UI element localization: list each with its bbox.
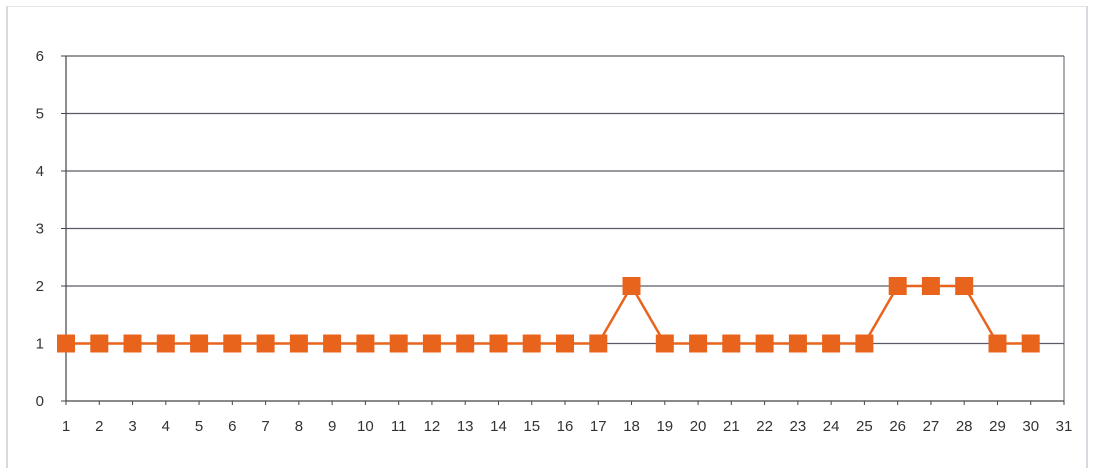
x-tick-label: 8 [295, 418, 303, 435]
x-tick-label: 6 [228, 418, 236, 435]
series-layer [57, 277, 1040, 353]
x-tick-label: 23 [790, 418, 807, 435]
y-tick-label: 1 [36, 336, 44, 353]
x-tick-label: 27 [923, 418, 940, 435]
y-tick-label: 5 [36, 106, 44, 123]
data-point [921, 277, 940, 295]
data-point [855, 334, 874, 353]
data-point [456, 334, 475, 353]
x-tick-label: 1 [62, 418, 70, 435]
x-tick-label: 15 [523, 418, 540, 435]
x-tick-label: 18 [623, 418, 640, 435]
data-point [556, 334, 574, 353]
gridlines [66, 55, 1064, 345]
series-line [66, 284, 1031, 345]
x-tick-label: 19 [656, 418, 673, 435]
data-point [1021, 334, 1040, 353]
data-point [289, 334, 308, 353]
data-point [522, 334, 541, 353]
x-tick-label: 22 [756, 418, 773, 435]
data-point [755, 334, 774, 353]
x-tick-label: 12 [424, 418, 441, 435]
x-tick-label: 9 [328, 418, 336, 435]
data-point [323, 334, 342, 353]
y-tick-label: 0 [36, 393, 44, 410]
y-tick-label: 3 [36, 221, 44, 238]
y-tick-label: 6 [36, 48, 44, 65]
x-tick-label: 3 [128, 418, 136, 435]
data-point [955, 277, 974, 295]
x-tick-label: 11 [391, 418, 407, 435]
x-tick-label: 21 [723, 418, 740, 435]
x-tick-label: 13 [457, 418, 474, 435]
data-point [722, 334, 741, 353]
x-tick-label: 2 [95, 418, 103, 435]
data-point [589, 334, 608, 353]
data-point [389, 334, 408, 353]
data-point [223, 334, 242, 353]
x-tick-label: 25 [856, 418, 873, 435]
y-tick-label: 4 [36, 163, 44, 180]
data-point [57, 334, 75, 353]
data-point [888, 277, 907, 295]
x-tick-label: 17 [590, 418, 607, 435]
x-tick-label: 20 [690, 418, 707, 435]
data-point [788, 334, 807, 353]
chart-frame [6, 6, 1088, 468]
x-tick-label: 29 [989, 418, 1006, 435]
data-point [988, 334, 1007, 353]
data-point [655, 334, 674, 353]
data-point [689, 334, 708, 353]
y-tick-labels: 0 1 2 3 4 5 6 [36, 48, 44, 410]
x-tick-label: 28 [956, 418, 973, 435]
data-point [822, 334, 841, 353]
data-point [190, 334, 209, 353]
data-point [489, 334, 508, 353]
axes [61, 55, 1065, 405]
x-tick-label: 10 [357, 418, 374, 435]
x-tick-label: 31 [1056, 418, 1073, 435]
data-point [256, 334, 275, 353]
data-point [90, 334, 109, 353]
data-point [622, 277, 641, 295]
y-tick-label: 2 [36, 278, 44, 295]
x-tick-label: 24 [823, 418, 840, 435]
data-point [356, 334, 375, 353]
x-tick-label: 16 [557, 418, 574, 435]
data-point [123, 334, 142, 353]
x-tick-label: 4 [162, 418, 170, 435]
x-tick-label: 26 [889, 418, 906, 435]
x-tick-label: 30 [1022, 418, 1039, 435]
x-tick-label: 5 [195, 418, 203, 435]
data-point [156, 334, 175, 353]
data-point [422, 334, 441, 353]
x-tick-label: 14 [490, 418, 507, 435]
x-tick-labels: 1 2 3 4 5 6 7 8 9 10 11 12 13 14 15 16 17 18 19 20 21 22 23 24 2… [62, 418, 1073, 435]
x-tick-label: 7 [261, 418, 269, 435]
